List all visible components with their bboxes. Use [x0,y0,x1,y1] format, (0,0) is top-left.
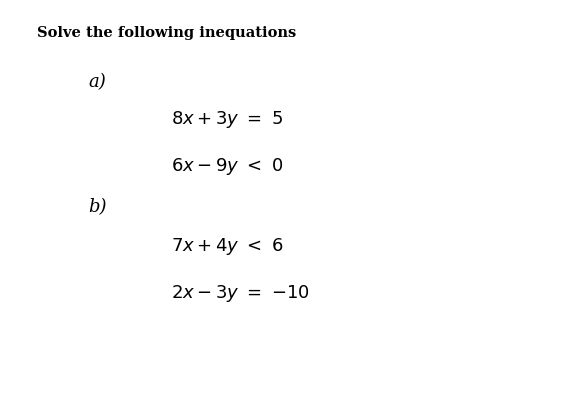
Text: Solve the following inequations: Solve the following inequations [37,26,296,40]
Text: b): b) [88,198,107,216]
Text: $7x + 4y \ < \ 6$: $7x + 4y \ < \ 6$ [171,236,283,257]
Text: $6x - 9y \ < \ 0$: $6x - 9y \ < \ 0$ [171,156,283,177]
Text: $2x - 3y \ = \ {-}10$: $2x - 3y \ = \ {-}10$ [171,283,310,304]
Text: $8x + 3y \ = \ 5$: $8x + 3y \ = \ 5$ [171,109,283,130]
Text: a): a) [88,73,106,91]
